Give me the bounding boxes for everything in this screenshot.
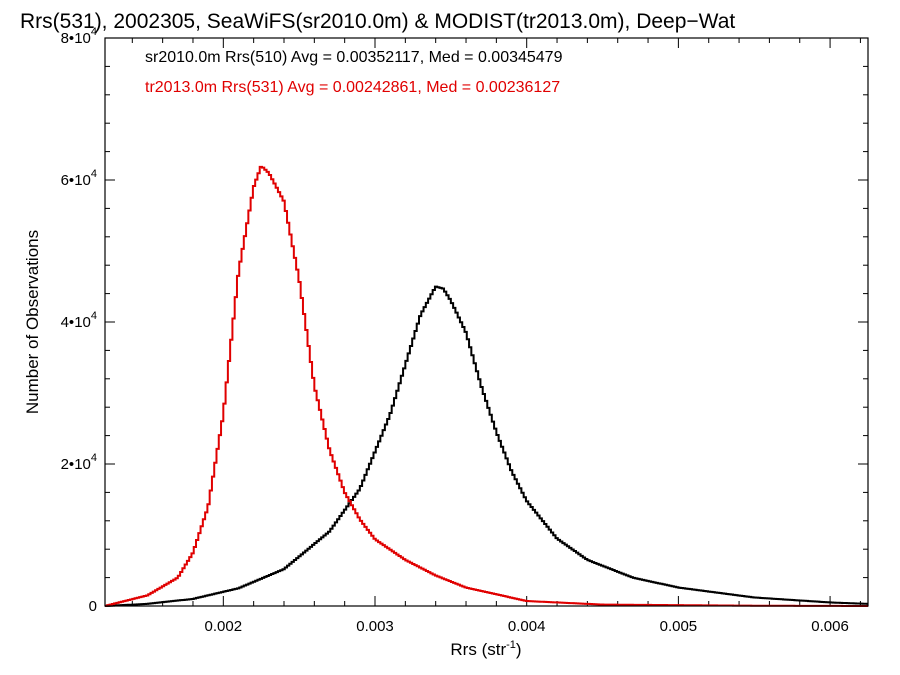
- tick-layer: 0.002 0.003 0.004 0.005 0.006 0 2•104 4•104 6•10…: [61, 26, 868, 635]
- x-axis-label-tail: ): [516, 640, 522, 659]
- y-tick-label: 6•104: [61, 168, 97, 189]
- chart-title: Rrs(531), 2002305, SeaWiFS(sr2010.0m) & …: [20, 10, 735, 33]
- y-tick-label: 0: [89, 598, 97, 615]
- series-layer: [105, 165, 869, 607]
- x-tick-label: 0.004: [508, 618, 546, 635]
- y-tick-label: 4•104: [61, 310, 97, 331]
- y-axis-label: Number of Observations: [23, 230, 42, 414]
- x-axis-label-sup: -1: [506, 639, 516, 651]
- annotation-tr2013: tr2013.0m Rrs(531) Avg = 0.00242861, Med…: [145, 79, 560, 96]
- x-tick-label: 0.006: [811, 618, 849, 635]
- histogram-series-1: [105, 165, 868, 607]
- histogram-series-0: [105, 285, 869, 607]
- y-tick-label: 2•104: [61, 452, 97, 473]
- plot-frame: [104, 37, 869, 607]
- x-axis-label: Rrs (str-1): [450, 639, 521, 659]
- x-tick-label: 0.003: [356, 618, 394, 635]
- x-tick-label: 0.002: [205, 618, 243, 635]
- x-axis-label-main: Rrs (str: [450, 640, 506, 659]
- y-tick-label: 8•104: [61, 26, 97, 47]
- annotation-sr2010: sr2010.0m Rrs(510) Avg = 0.00352117, Med…: [145, 49, 563, 66]
- x-tick-label: 0.005: [660, 618, 698, 635]
